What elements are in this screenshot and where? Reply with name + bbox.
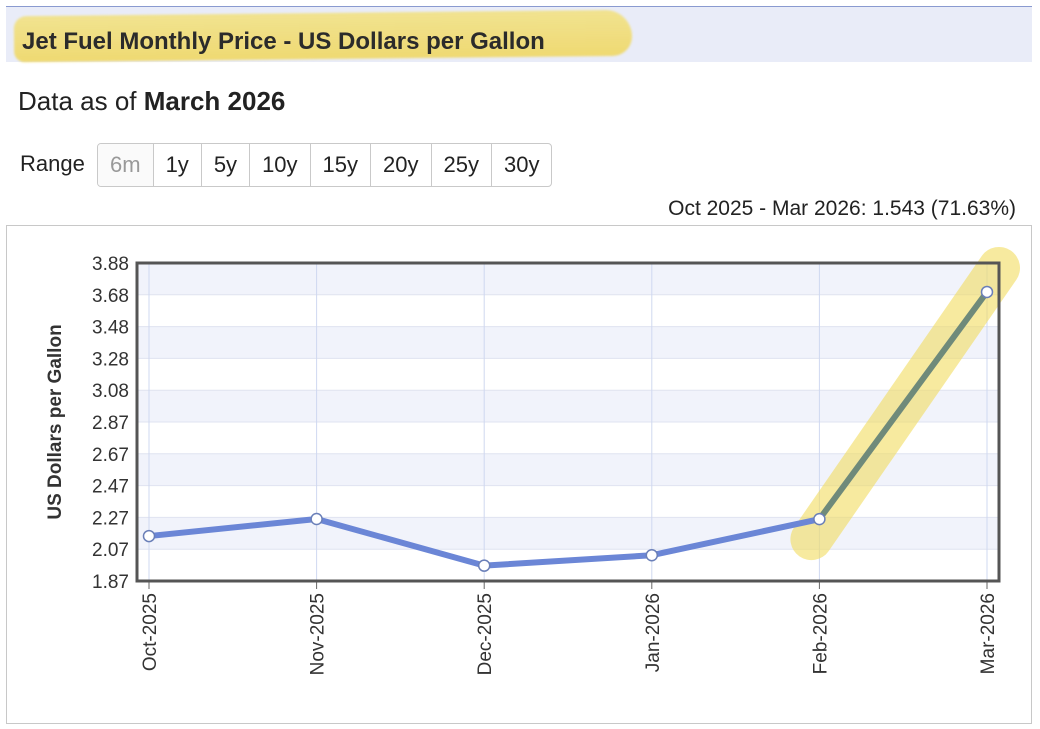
x-axis: Oct-2025 Nov-2025 Dec-2025 Jan-2026 Feb-2026…: [140, 581, 999, 675]
x-tick-label: Mar-2026: [978, 593, 999, 674]
series-line-last-segment: [816, 288, 990, 523]
page-title: Jet Fuel Monthly Price - US Dollars per …: [22, 28, 545, 55]
markers-layer: [142, 285, 994, 572]
y-axis: 3.88 3.68 3.48 3.28 3.08 2.87 2.67 2.47 2.27 2.07…: [92, 254, 129, 593]
data-point: [310, 512, 323, 526]
x-tick-label: Nov-2025: [308, 593, 329, 675]
plot-band: [137, 326, 999, 359]
y-tick-label: 3.88: [92, 254, 129, 275]
range-button-5y[interactable]: 5y: [200, 144, 249, 186]
plot-band: [137, 390, 999, 422]
y-axis-title: US Dollars per Gallon: [45, 324, 66, 519]
x-tick-label: Jan-2026: [643, 593, 664, 672]
range-label: Range: [20, 151, 85, 176]
period-change-summary: Oct 2025 - Mar 2026: 1.543 (71.63%): [668, 197, 1016, 220]
y-tick-label: 3.48: [92, 318, 129, 339]
data-as-of-prefix: Data as of: [18, 86, 144, 116]
y-tick-label: 2.07: [92, 540, 129, 561]
range-button-10y[interactable]: 10y: [249, 144, 309, 186]
y-tick-label: 3.28: [92, 349, 129, 370]
range-button-30y[interactable]: 30y: [491, 144, 551, 186]
range-button-1y[interactable]: 1y: [152, 144, 201, 186]
y-tick-label: 3.08: [92, 381, 129, 402]
x-tick-label: Dec-2025: [475, 593, 496, 675]
line-chart: 3.88 3.68 3.48 3.28 3.08 2.87 2.67 2.47 2.27 2.07…: [45, 246, 1020, 675]
y-tick-label: 2.47: [92, 477, 129, 498]
range-button-6m[interactable]: 6m: [98, 144, 153, 186]
data-as-of-date: March 2026: [143, 86, 286, 116]
data-point: [645, 548, 659, 562]
data-as-of: Data as of March 2026: [18, 86, 285, 117]
y-tick-label: 2.67: [92, 445, 129, 466]
range-button-25y[interactable]: 25y: [430, 144, 491, 186]
y-tick-label: 2.87: [92, 413, 129, 434]
plot-border: [135, 261, 1001, 583]
range-selector: 6m 1y 5y 10y 15y 20y 25y 30y: [97, 143, 553, 187]
data-point: [813, 512, 826, 526]
title-bar: Jet Fuel Monthly Price - US Dollars per …: [6, 6, 1032, 63]
data-point: [980, 285, 994, 299]
x-tick-label: Feb-2026: [810, 593, 831, 674]
plot-bands: [137, 263, 999, 550]
x-tick-label: Oct-2025: [140, 593, 161, 671]
data-point: [142, 529, 156, 543]
plot-band: [137, 263, 999, 295]
range-button-20y[interactable]: 20y: [370, 144, 430, 186]
y-tick-label: 2.27: [92, 508, 129, 529]
y-tick-label: 3.68: [92, 286, 129, 307]
chart-container: 3.88 3.68 3.48 3.28 3.08 2.87 2.67 2.47 2.27 2.07…: [6, 225, 1032, 724]
range-button-15y[interactable]: 15y: [309, 144, 370, 186]
y-tick-label: 1.87: [92, 572, 129, 593]
data-point: [477, 559, 491, 572]
